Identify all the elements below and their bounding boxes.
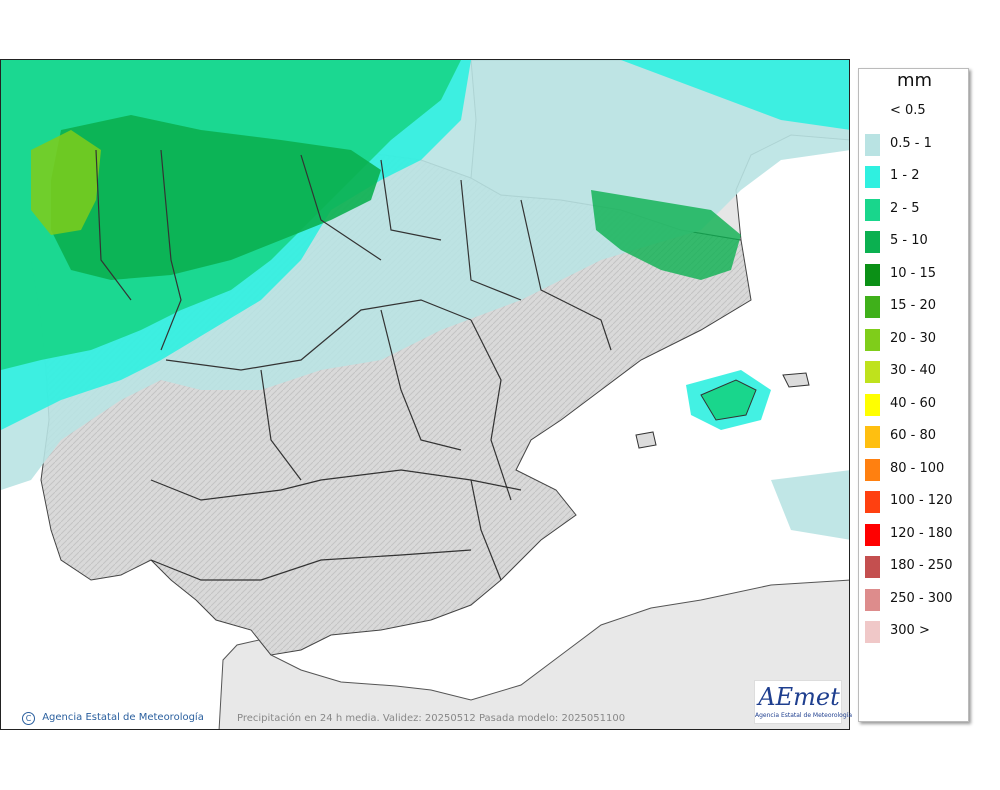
precipitation-map <box>0 59 850 730</box>
legend-label: 15 - 20 <box>890 298 937 313</box>
legend-swatch <box>865 588 880 611</box>
legend-swatch <box>865 328 880 351</box>
legend-item: 250 - 300 <box>859 588 970 611</box>
legend-swatch <box>865 231 880 253</box>
legend-swatch <box>865 263 880 286</box>
logo-subtitle: Agencia Estatal de Meteorología <box>755 712 852 719</box>
legend-label: 2 - 5 <box>890 200 920 216</box>
legend-label: 0.5 - 1 <box>890 135 932 151</box>
legend-item: 20 - 30 <box>859 328 970 351</box>
legend-item: 40 - 60 <box>859 393 970 416</box>
legend-item: 15 - 20 <box>859 296 970 318</box>
precip-med-east <box>771 470 849 540</box>
legend-item: 0.5 - 1 <box>859 133 970 156</box>
mallorca <box>700 379 757 421</box>
copyright-text: Agencia Estatal de Meteorología <box>42 712 204 723</box>
legend-label: 20 - 30 <box>890 330 937 346</box>
legend-swatch <box>865 556 880 578</box>
legend-item: 80 - 100 <box>859 458 970 481</box>
copyright: C Agencia Estatal de Meteorología <box>22 712 204 725</box>
legend-swatch <box>865 491 880 513</box>
legend: mm < 0.5 0.5 - 1 1 - 2 2 - 5 5 - 10 10 - 15 15… <box>858 68 969 722</box>
legend-label: < 0.5 <box>890 103 926 118</box>
legend-item: 60 - 80 <box>859 426 970 448</box>
legend-swatch <box>865 523 880 546</box>
legend-swatch <box>865 458 880 481</box>
map-caption: Precipitación en 24 h media. Validez: 20… <box>237 713 626 724</box>
legend-label: 1 - 2 <box>890 168 920 183</box>
legend-swatch <box>865 393 880 416</box>
legend-swatch <box>865 361 880 383</box>
legend-label: 40 - 60 <box>890 395 937 411</box>
precip-5-10 <box>51 115 381 280</box>
precip-5-10-pyrenees <box>591 190 741 280</box>
legend-label: 80 - 100 <box>890 460 945 476</box>
legend-label: 120 - 180 <box>890 525 953 541</box>
legend-item: 5 - 10 <box>859 231 970 253</box>
logo-text: AEmet <box>758 683 840 711</box>
legend-swatch <box>865 133 880 156</box>
legend-item: 100 - 120 <box>859 491 970 513</box>
regional-borders <box>95 149 612 581</box>
precip-20-30 <box>31 130 101 235</box>
ibiza <box>635 431 657 449</box>
legend-swatch <box>865 198 880 221</box>
legend-item: 30 - 40 <box>859 361 970 383</box>
legend-swatch <box>865 296 880 318</box>
legend-item: 300 > <box>859 621 970 643</box>
legend-swatch <box>865 426 880 448</box>
copyright-icon: C <box>22 712 35 725</box>
legend-item: 2 - 5 <box>859 198 970 221</box>
legend-item: 1 - 2 <box>859 166 970 188</box>
legend-label: 5 - 10 <box>890 233 928 248</box>
map-canvas <box>1 60 849 729</box>
aemet-logo: AEmet Agencia Estatal de Meteorología <box>754 680 852 724</box>
legend-title: mm <box>896 70 933 91</box>
legend-label: 30 - 40 <box>890 363 937 378</box>
legend-item: < 0.5 <box>859 101 970 121</box>
legend-label: 300 > <box>890 623 930 638</box>
legend-label: 60 - 80 <box>890 428 937 443</box>
legend-item: 10 - 15 <box>859 263 970 286</box>
legend-item: 120 - 180 <box>859 523 970 546</box>
legend-swatch <box>865 166 880 188</box>
legend-item: 180 - 250 <box>859 556 970 578</box>
legend-label: 10 - 15 <box>890 265 937 281</box>
legend-label: 100 - 120 <box>890 493 953 508</box>
menorca <box>782 372 810 388</box>
legend-label: 250 - 300 <box>890 590 953 606</box>
legend-swatch <box>865 621 880 643</box>
legend-label: 180 - 250 <box>890 558 953 573</box>
